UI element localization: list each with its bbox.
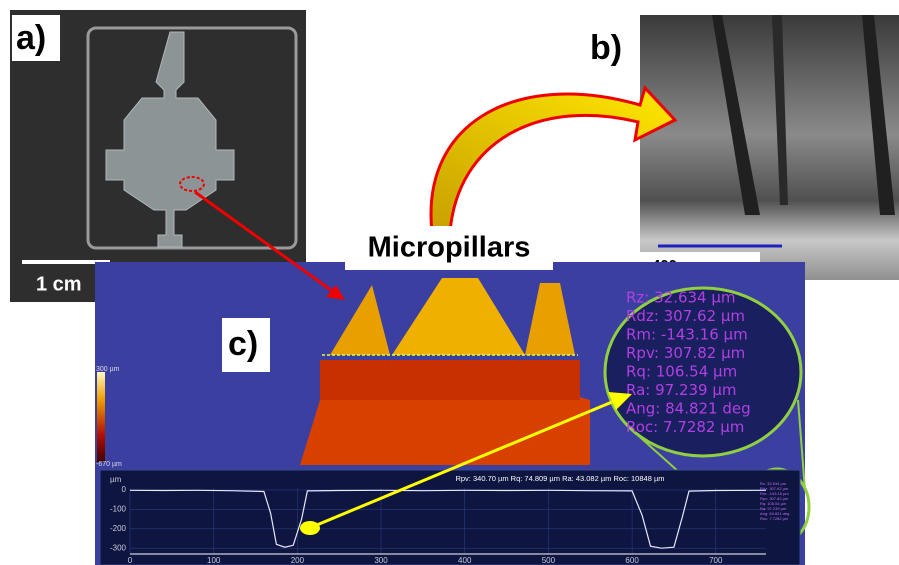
x-tick-label: 600 bbox=[625, 556, 639, 565]
x-tick-label: 500 bbox=[542, 556, 556, 565]
roughness-line: Ang: 84.821 deg bbox=[626, 400, 751, 418]
x-tick-label: 0 bbox=[128, 556, 133, 565]
x-tick-label: 700 bbox=[709, 556, 723, 565]
colorbar-min: -670 µm bbox=[96, 461, 122, 468]
panel-a: a) 1 cm bbox=[10, 10, 306, 302]
panel-b: b) 400 µm bbox=[582, 15, 899, 280]
roughness-line: Rz: 32.634 µm bbox=[626, 289, 736, 307]
base bbox=[320, 360, 580, 400]
profile-panel bbox=[100, 470, 800, 565]
axis-unit: µm bbox=[110, 475, 122, 484]
photo-b bbox=[640, 15, 899, 280]
roughness-line: Rm: -143.16 µm bbox=[626, 326, 748, 344]
x-tick-label: 100 bbox=[207, 556, 221, 565]
y-tick-label: -300 bbox=[110, 543, 127, 552]
y-tick-label: -100 bbox=[110, 504, 127, 513]
x-tick-label: 400 bbox=[458, 556, 472, 565]
profile-stats: Rpv: 340.70 µm Rq: 74.809 µm Ra: 43.082 … bbox=[455, 474, 664, 483]
colorbar bbox=[97, 372, 105, 462]
roughness-line: Roc: 7.7282 µm bbox=[760, 516, 789, 521]
roughness-line: Rq: 106.54 µm bbox=[626, 363, 737, 381]
colorbar-max: 300 µm bbox=[96, 366, 120, 373]
x-tick-label: 300 bbox=[374, 556, 388, 565]
x-tick-label: 200 bbox=[291, 556, 305, 565]
callout: Micropillars bbox=[368, 232, 531, 264]
scale-label: 1 cm bbox=[36, 273, 82, 295]
roughness-line: Rpv: 307.82 µm bbox=[626, 344, 745, 362]
panel-label: b) bbox=[590, 29, 622, 67]
y-tick-label: -200 bbox=[110, 524, 127, 533]
roughness-line: Rdz: 307.62 µm bbox=[626, 307, 745, 325]
curved-arrow bbox=[431, 88, 675, 232]
figure: a) 1 cm b) 400 µm 300 µm -670 µm c) Rz: … bbox=[0, 0, 899, 565]
roughness-line: Roc: 7.7282 µm bbox=[626, 418, 744, 436]
y-tick-label: 0 bbox=[122, 485, 127, 494]
roughness-line: Ra: 97.239 µm bbox=[626, 381, 737, 399]
panel-label: a) bbox=[16, 19, 46, 57]
panel-label: c) bbox=[228, 325, 258, 363]
arrow-tail bbox=[300, 521, 320, 535]
